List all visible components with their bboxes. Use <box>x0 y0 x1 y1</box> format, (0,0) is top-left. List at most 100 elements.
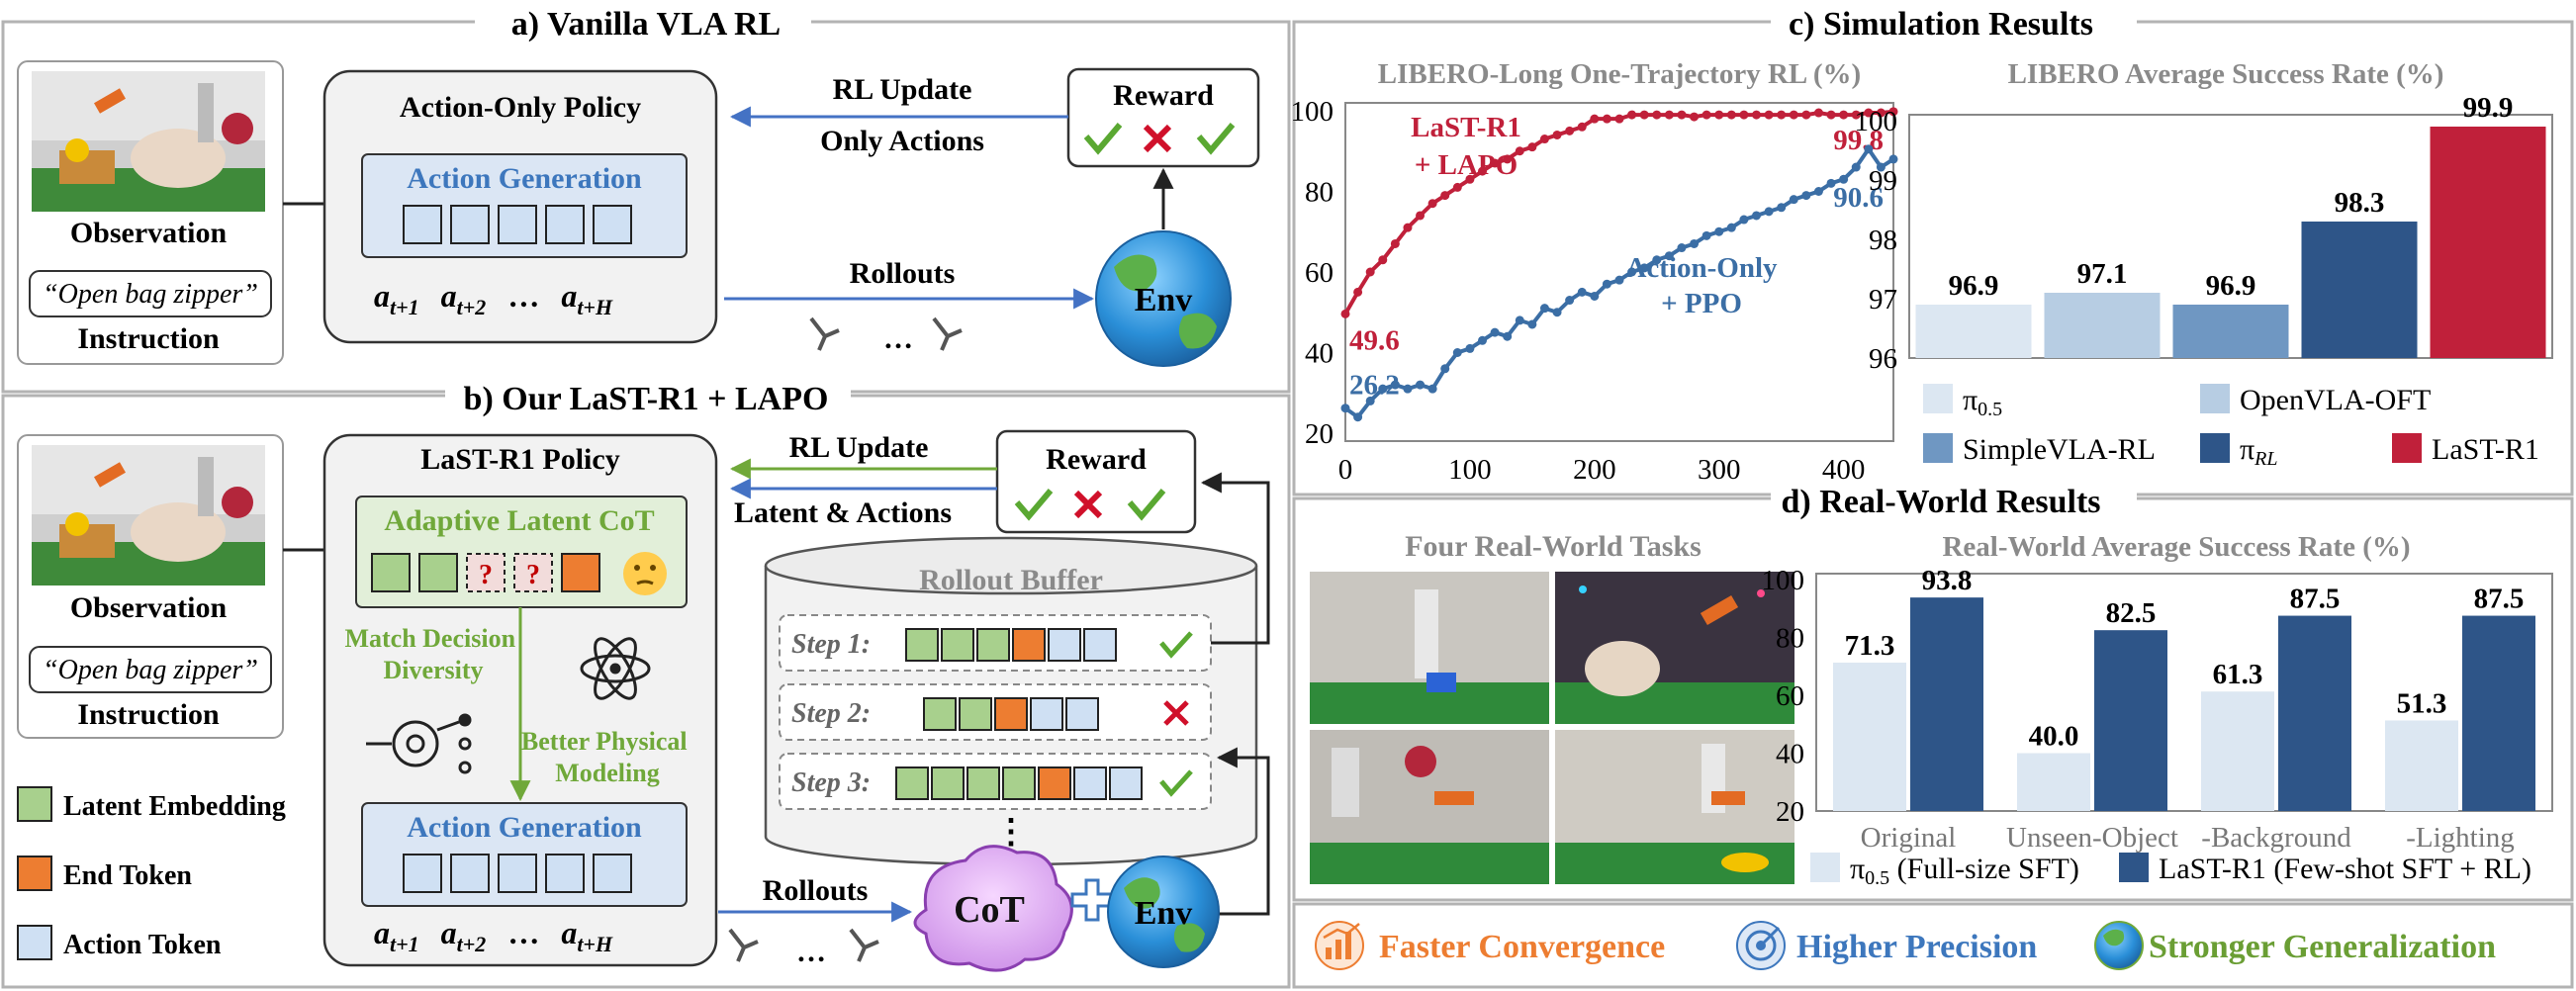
ppo-point <box>1527 319 1537 329</box>
sim-bar-value-label: 96.9 <box>2206 270 2256 302</box>
legend-label-pirl: πRL <box>2240 433 2278 470</box>
lapo-point <box>1764 110 1774 120</box>
action-tokens-b <box>403 854 632 893</box>
real-x-category-label: -Lighting <box>2406 822 2515 854</box>
ppo-point <box>1378 384 1388 394</box>
env-globe-b <box>1107 856 1220 968</box>
legend-swatch-lastr1-rl <box>2119 853 2149 882</box>
match-decision-label: Match Decision Diversity <box>344 624 521 684</box>
lapo-point <box>1340 309 1350 318</box>
lapo-point <box>1440 191 1450 201</box>
sim-y-tick-label: 99 <box>1869 165 1897 197</box>
sim-bar-value-label: 97.1 <box>2077 258 2128 290</box>
legend-label-lastr1-rl: LaST-R1 (Few-shot SFT + RL) <box>2159 853 2531 885</box>
lapo-point <box>1378 255 1388 265</box>
action-sequence-b: at+1 at+2 … at+H <box>374 915 613 958</box>
ppo-point <box>1614 275 1624 285</box>
legend-action-label: Action Token <box>63 930 222 960</box>
instruction-text-b: “Open bag zipper” <box>43 655 258 685</box>
reward-marks-b <box>1014 489 1166 521</box>
ppo-point <box>1851 162 1861 172</box>
ppo-point <box>1590 291 1600 301</box>
footer-precision-label: Higher Precision <box>1796 929 2037 965</box>
legend-swatch-openvla <box>2200 384 2230 413</box>
svg-text:Step 2:: Step 2: <box>791 698 871 729</box>
robot-arm-icons-b <box>728 928 879 962</box>
ppo-point <box>1565 296 1575 306</box>
legend-label-pi05: π0.5 <box>1963 384 2002 420</box>
ppo-point <box>1690 238 1700 248</box>
action-generation-label-b: Action Generation <box>407 811 642 844</box>
ppo-start-label: 26.2 <box>1349 370 1400 402</box>
svg-text:?: ? <box>479 560 493 590</box>
ppo-point <box>1340 404 1350 413</box>
lapo-point <box>1789 110 1798 120</box>
real-bar-lastr1-value: 82.5 <box>2106 597 2157 629</box>
ppo-point <box>1602 279 1611 289</box>
ppo-point <box>1839 174 1849 184</box>
lapo-point <box>1801 110 1811 120</box>
ppo-point <box>1813 187 1823 196</box>
lapo-point <box>1739 110 1749 120</box>
legend-latent-label: Latent Embedding <box>63 791 286 822</box>
ppo-point <box>1365 396 1375 405</box>
ppo-point <box>1478 335 1487 345</box>
sim-bar-value-label: 98.3 <box>2335 187 2385 219</box>
lapo-point <box>1851 110 1861 120</box>
legend-label-lastr1: LaST-R1 <box>2432 433 2539 466</box>
rollouts-label-a: Rollouts <box>850 257 956 290</box>
buffer-to-reward-arrow <box>1200 472 1270 645</box>
legend-end-swatch <box>17 856 52 891</box>
reward-label-a: Reward <box>1113 79 1214 112</box>
lapo-point <box>1614 114 1624 124</box>
lapo-point <box>1527 142 1537 152</box>
env-label-b: Env <box>1135 895 1193 932</box>
ppo-point <box>1440 364 1450 374</box>
lapo-point <box>1839 110 1849 120</box>
real-bar-title: Real-World Average Success Rate (%) <box>1942 531 2410 563</box>
lapo-annotation-line1: LaST-R1 <box>1411 112 1521 143</box>
lapo-point <box>1478 166 1487 176</box>
real-bar-lastr1 <box>2094 630 2167 811</box>
adaptive-cot-label: Adaptive Latent CoT <box>384 504 654 537</box>
sim-y-tick-label: 100 <box>1855 106 1898 137</box>
line-chart-title: LIBERO-Long One-Trajectory RL (%) <box>1378 58 1861 90</box>
legend-swatch-pi05-sft <box>1810 853 1840 882</box>
cot-tokens: ? ? <box>371 553 600 592</box>
lapo-point <box>1752 110 1761 120</box>
lapo-point <box>1888 107 1898 117</box>
ppo-point <box>1652 255 1662 265</box>
legend-action-swatch <box>17 925 52 960</box>
task-photo-4 <box>1555 730 1794 884</box>
legend-latent-swatch <box>17 786 52 822</box>
env-to-buffer-arrow <box>1216 747 1270 916</box>
lapo-point <box>1565 126 1575 135</box>
action-sequence-a: at+1 at+2 … at+H <box>374 278 613 321</box>
ppo-point <box>1403 384 1413 394</box>
ppo-point <box>1627 267 1637 277</box>
panel-c-title: c) Simulation Results <box>1789 6 2093 43</box>
real-bar-pi05 <box>2017 753 2090 811</box>
line-y-tick-label: 60 <box>1305 257 1334 289</box>
ppo-point <box>1801 191 1811 201</box>
ppo-point <box>1789 195 1798 205</box>
line-x-tick-label: 0 <box>1338 454 1353 486</box>
observation-label-a: Observation <box>70 217 228 249</box>
lapo-point <box>1403 223 1413 232</box>
lapo-point <box>1813 108 1823 118</box>
lapo-end-label: 99.8 <box>1833 125 1884 156</box>
lapo-point <box>1465 174 1475 184</box>
buffer-more-dots: ⋮ <box>994 814 1028 851</box>
lapo-point <box>1365 267 1375 277</box>
sim-bar <box>2044 293 2161 358</box>
line-y-tick-label: 100 <box>1291 96 1334 128</box>
lapo-point <box>1452 182 1462 192</box>
ppo-point <box>1490 327 1500 337</box>
instruction-label-b: Instruction <box>77 698 220 731</box>
rl-update-label-b: RL Update <box>789 431 929 464</box>
atom-icon <box>580 637 651 700</box>
lapo-point <box>1876 108 1886 118</box>
ppo-point <box>1664 251 1674 261</box>
footer-faster-convergence: Faster Convergence <box>1315 921 1665 970</box>
ppo-point <box>1353 412 1363 422</box>
